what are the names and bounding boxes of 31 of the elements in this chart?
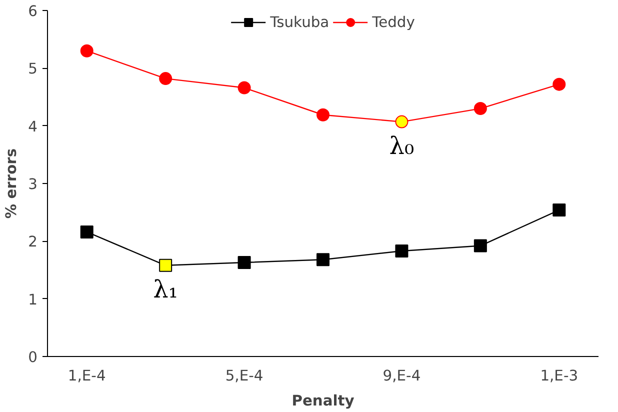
point (316, 253, 330, 266)
x-tick-label: 1,E-3 (540, 368, 578, 384)
point (552, 78, 566, 91)
point (159, 258, 172, 272)
y-axis-title: % errors (3, 148, 20, 219)
legend-label: Teddy (372, 14, 415, 30)
point (474, 239, 487, 252)
point (238, 256, 251, 270)
legend-label: Tsukuba (270, 14, 330, 30)
x-tick-label: 1,E-4 (68, 368, 106, 384)
x-axis-title: Penalty (292, 392, 355, 410)
y-tick-label: 1 (28, 291, 38, 308)
y-tick-label: 3 (28, 176, 38, 193)
point (159, 72, 172, 86)
x-tick-label: 9,E-4 (382, 368, 421, 384)
point (80, 44, 94, 58)
y-tick-label: 6 (28, 3, 38, 20)
point (316, 108, 330, 122)
y-tick-label: 5 (28, 60, 38, 78)
annotation: λ₀ (389, 132, 414, 160)
y-tick-label: 4 (28, 118, 38, 136)
point (80, 225, 94, 238)
annotation: λ₁ (153, 275, 178, 304)
point (395, 244, 408, 258)
y-tick-label: 2 (28, 234, 38, 251)
y-tick-label: 0 (28, 349, 38, 366)
point (395, 115, 408, 128)
point (238, 81, 251, 94)
point (552, 204, 566, 217)
point (474, 102, 487, 116)
x-tick-label: 5,E-4 (225, 368, 264, 384)
